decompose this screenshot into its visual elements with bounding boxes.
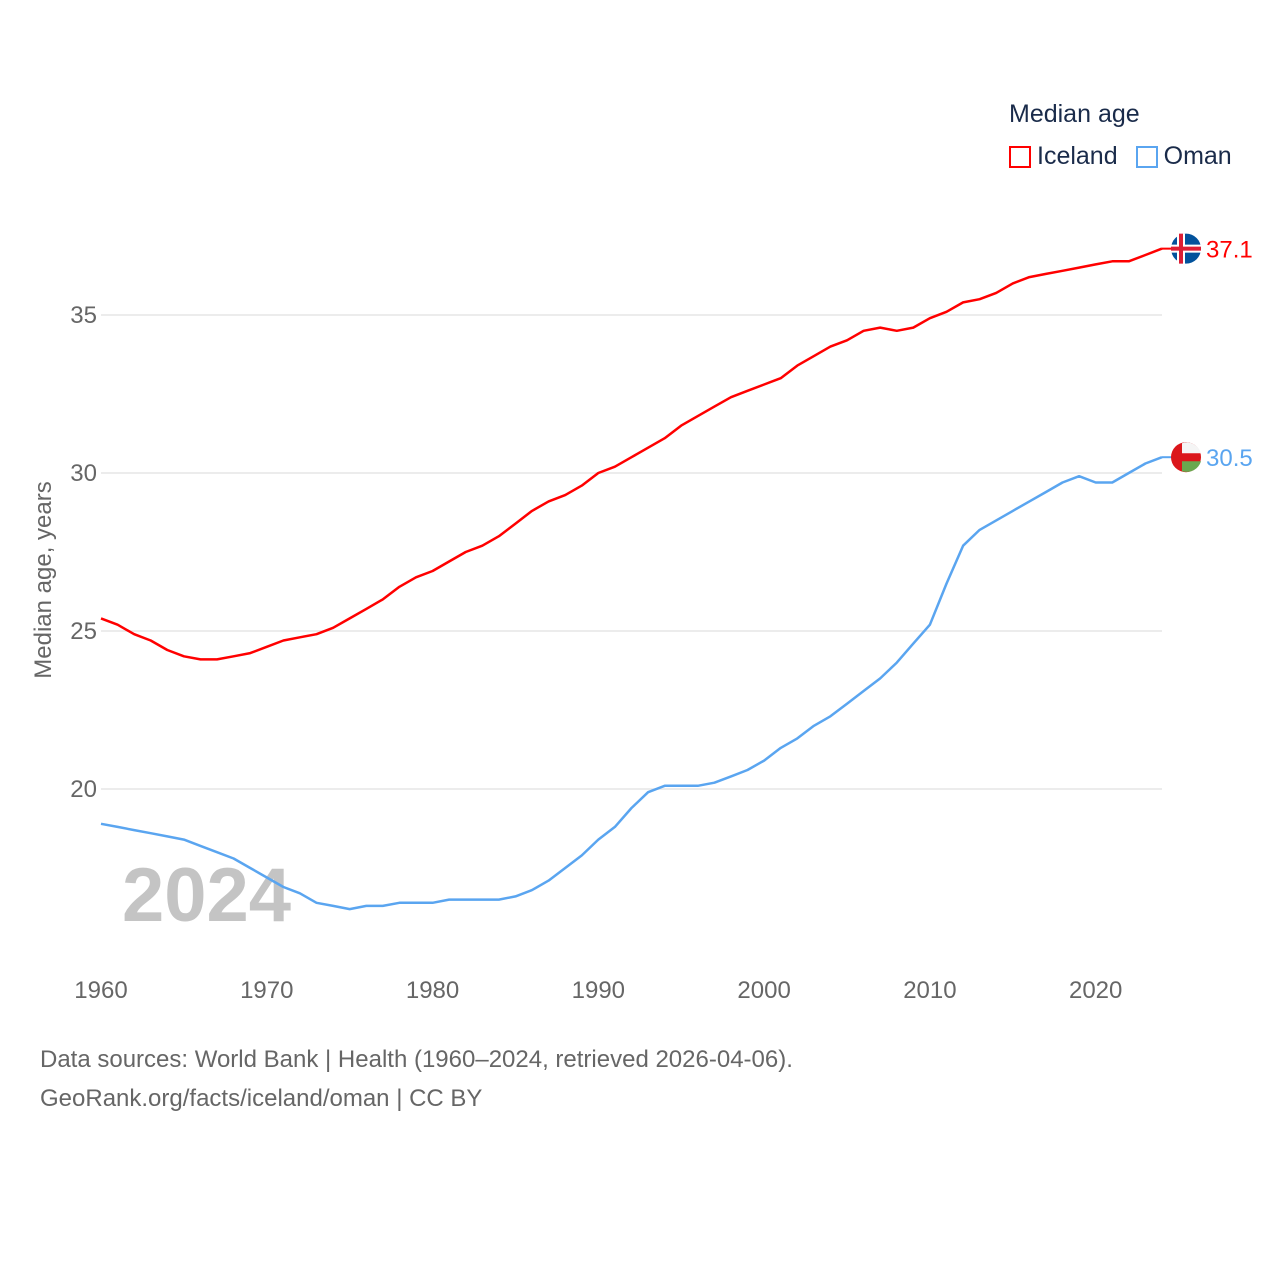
- x-tick-label: 1960: [74, 977, 127, 1004]
- legend-item-iceland[interactable]: Iceland: [1009, 142, 1118, 171]
- x-tick-label: 2000: [737, 977, 790, 1004]
- year-watermark: 2024: [122, 853, 291, 938]
- legend-label-oman: Oman: [1163, 142, 1232, 170]
- y-tick-label: 20: [70, 776, 97, 803]
- x-tick-label: 1970: [240, 977, 293, 1004]
- x-tick-label: 2010: [903, 977, 956, 1004]
- footer-attribution[interactable]: GeoRank.org/facts/iceland/oman | CC BY: [40, 1085, 483, 1112]
- flag-band-white: [1182, 442, 1201, 454]
- end-value-label-oman: 30.5: [1206, 445, 1253, 472]
- flag-cross-red: [1171, 246, 1201, 251]
- x-tick-label: 1990: [572, 977, 625, 1004]
- x-tick-label: 1980: [406, 977, 459, 1004]
- series-line-iceland: [100, 247, 1163, 661]
- x-tick-label: 2020: [1069, 977, 1122, 1004]
- flag-cross-red: [1179, 233, 1183, 264]
- series-line-oman: [100, 456, 1163, 911]
- legend-item-oman[interactable]: Oman: [1135, 142, 1232, 171]
- legend: Iceland Oman: [1009, 142, 1232, 171]
- y-tick-label: 25: [70, 618, 97, 645]
- y-axis-label: Median age, years: [30, 481, 57, 678]
- legend-swatch-oman: [1135, 145, 1158, 168]
- end-value-label-iceland: 37.1: [1206, 237, 1253, 264]
- legend-label-iceland: Iceland: [1037, 142, 1118, 170]
- y-tick-label: 30: [70, 460, 97, 487]
- flag-band-green: [1182, 461, 1201, 472]
- y-tick-label: 35: [70, 302, 97, 329]
- legend-title: Median age: [1009, 100, 1140, 128]
- legend-swatch-iceland: [1009, 145, 1031, 168]
- footer-sources: Data sources: World Bank | Health (1960–…: [40, 1046, 793, 1073]
